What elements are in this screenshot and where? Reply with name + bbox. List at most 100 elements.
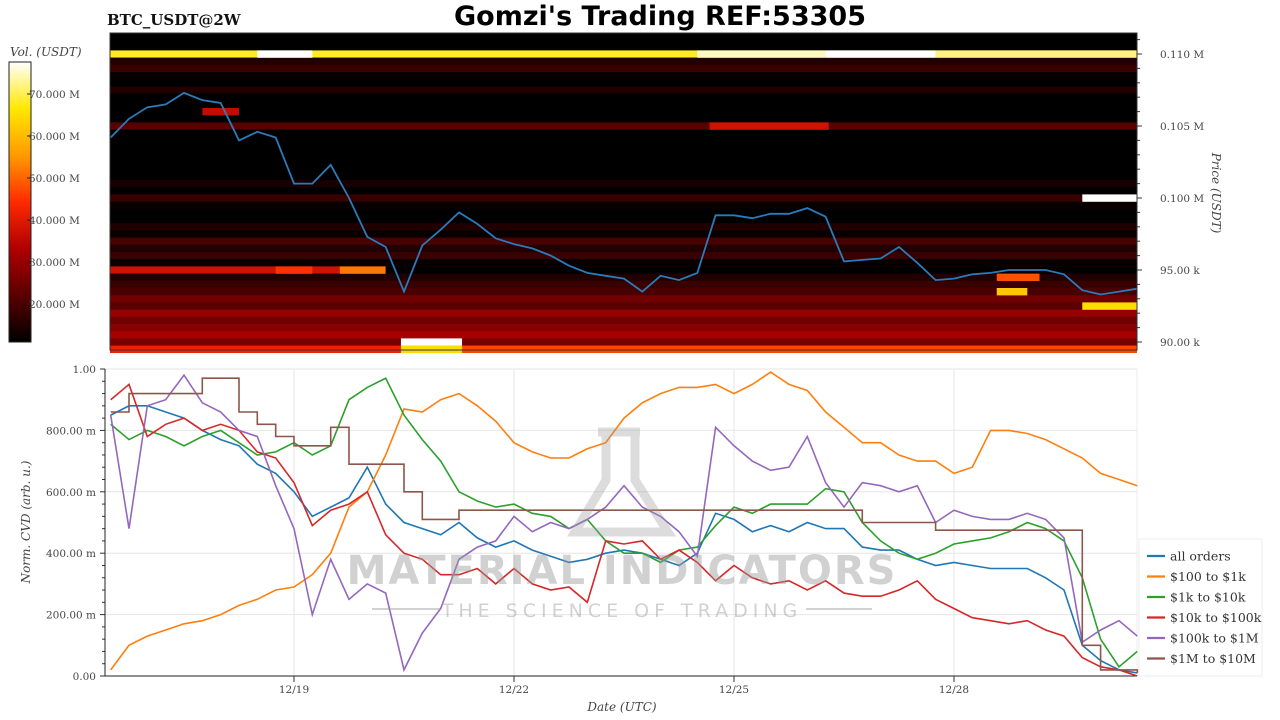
heatmap-row [110,122,1137,130]
cvd-x-tick-label: 12/19 [279,684,309,696]
heatmap-row [110,187,1137,195]
cvd-x-axis-label: Date (UTC) [586,700,656,714]
heatmap-row [110,57,1137,65]
cvd-plot-area [104,368,1138,677]
heatmap-row [110,100,1137,109]
heatmap-segment [400,338,463,346]
heatmap-row [110,288,1137,296]
heatmap-row [110,86,1137,94]
heatmap-row [110,93,1137,101]
price-tick-label: 95.00 k [1160,265,1200,277]
heatmap-row [110,144,1137,152]
heatmap-segment [257,50,313,58]
heatmap-row [110,115,1137,123]
heatmap-row [110,280,1137,289]
price-tick-label: 0.105 M [1160,121,1204,133]
heatmap-row [110,165,1137,173]
cvd-series-line-3 [110,383,1138,677]
price-axis-label: Price (USDT) [1209,152,1223,234]
heatmap-row [110,252,1137,260]
cvd-series-line-2 [110,377,1138,668]
cvd-series-line-5 [110,377,1139,673]
cvd-panel: 1.00 800.00 m 600.00 m 400.00 m 200.00 m 0.00… [46,364,1139,696]
heatmap-segment [1082,194,1137,202]
heatmap-row [110,151,1137,159]
colorbar-tick-label: 50.000 M [29,173,80,185]
colorbar-tick-label: 30.000 M [29,257,80,269]
flask-icon [567,427,677,537]
heatmap-segment [1082,302,1137,310]
heatmap-row [110,208,1137,217]
heatmap-row [110,36,1137,44]
colorbar-tick-label: 20.000 M [29,299,80,311]
heatmap-row [110,295,1137,303]
watermark-line2: THE SCIENCE OF TRADING [441,600,803,622]
heatmap-row [110,237,1137,245]
heatmap-row [110,324,1137,332]
heatmap-row [110,273,1137,281]
heatmap-row [110,136,1137,145]
price-tick-label: 90.00 k [1160,337,1200,349]
heatmap-row [110,201,1137,209]
cvd-y-tick-label: 400.00 m [46,548,96,560]
heatmap-segment [935,50,1137,58]
heatmap-segment [996,273,1040,281]
colorbar: 20.000 M 30.000 M 40.000 M 50.000 M 60.000 M… [8,61,80,343]
legend: all orders $100 to $1k $1k to $10k $10k to … [1138,538,1263,677]
price-tick-label: 0.110 M [1160,49,1204,61]
cvd-x-tick-label: 12/22 [499,684,529,696]
heatmap-row [110,194,1137,202]
heatmap-row [110,244,1137,253]
cvd-series-line-0 [110,404,1138,674]
heatmap-segment [202,108,240,116]
heatmap-row [110,230,1137,238]
cvd-y-axis-label: Norm. CVD (arb. u.) [19,460,33,584]
legend-entry: $1k to $10k [1170,590,1246,605]
cvd-y-tick-label: 200.00 m [46,610,96,622]
heatmap-row [110,129,1137,137]
colorbar-tick-label: 60.000 M [29,131,80,143]
price-line [110,91,1138,296]
legend-box [1138,538,1263,677]
heatmap-segment [339,266,386,274]
cvd-series-line-4 [109,373,1138,673]
heatmap-row [110,259,1137,267]
heatmap-segment [275,266,313,274]
cvd-y-tick-label: 0.00 [73,671,96,683]
heatmap-segment [400,345,463,353]
heatmap-row [110,302,1137,310]
heatmap-row [110,108,1137,116]
legend-entry: $100 to $1k [1170,569,1246,584]
heatmap-row [110,79,1137,87]
heatmap-row [110,158,1137,166]
colorbar-tick-label: 70.000 M [29,89,80,101]
heatmap-row [110,309,1137,317]
heatmap-row [110,172,1137,181]
heatmap-row [110,331,1137,339]
heatmap-panel: 0.110 M 0.105 M 0.100 M 95.00 k 90.00 k [109,32,1204,353]
heatmap-row [110,43,1137,51]
legend-entry: all orders [1170,549,1231,564]
heatmap-row [110,316,1137,325]
cvd-x-tick-label: 12/28 [939,684,969,696]
heatmap-row [110,50,1137,58]
cvd-y-tick-label: 1.00 [73,364,96,376]
legend-entry: $100k to $1M [1170,631,1259,646]
heatmap-row [110,223,1137,231]
cvd-y-tick-label: 600.00 m [46,487,96,499]
legend-entry: $1M to $10M [1170,651,1256,666]
heatmap-segment [385,266,1138,274]
heatmap-segment [709,122,829,130]
watermark-line1: MATERIAL INDICATORS [347,548,898,594]
legend-entry: $10k to $100k [1170,610,1262,625]
heatmap-segment [825,50,936,58]
chart-subtitle: BTC_USDT@2W [107,11,242,29]
heatmap-segment [697,50,826,58]
cvd-series-line-1 [110,371,1138,671]
heatmap-row [110,338,1137,346]
heatmap-segment [462,345,1137,353]
heatmap-row [110,180,1137,188]
heatmap-segment [996,288,1028,296]
heatmap-row [110,64,1137,73]
